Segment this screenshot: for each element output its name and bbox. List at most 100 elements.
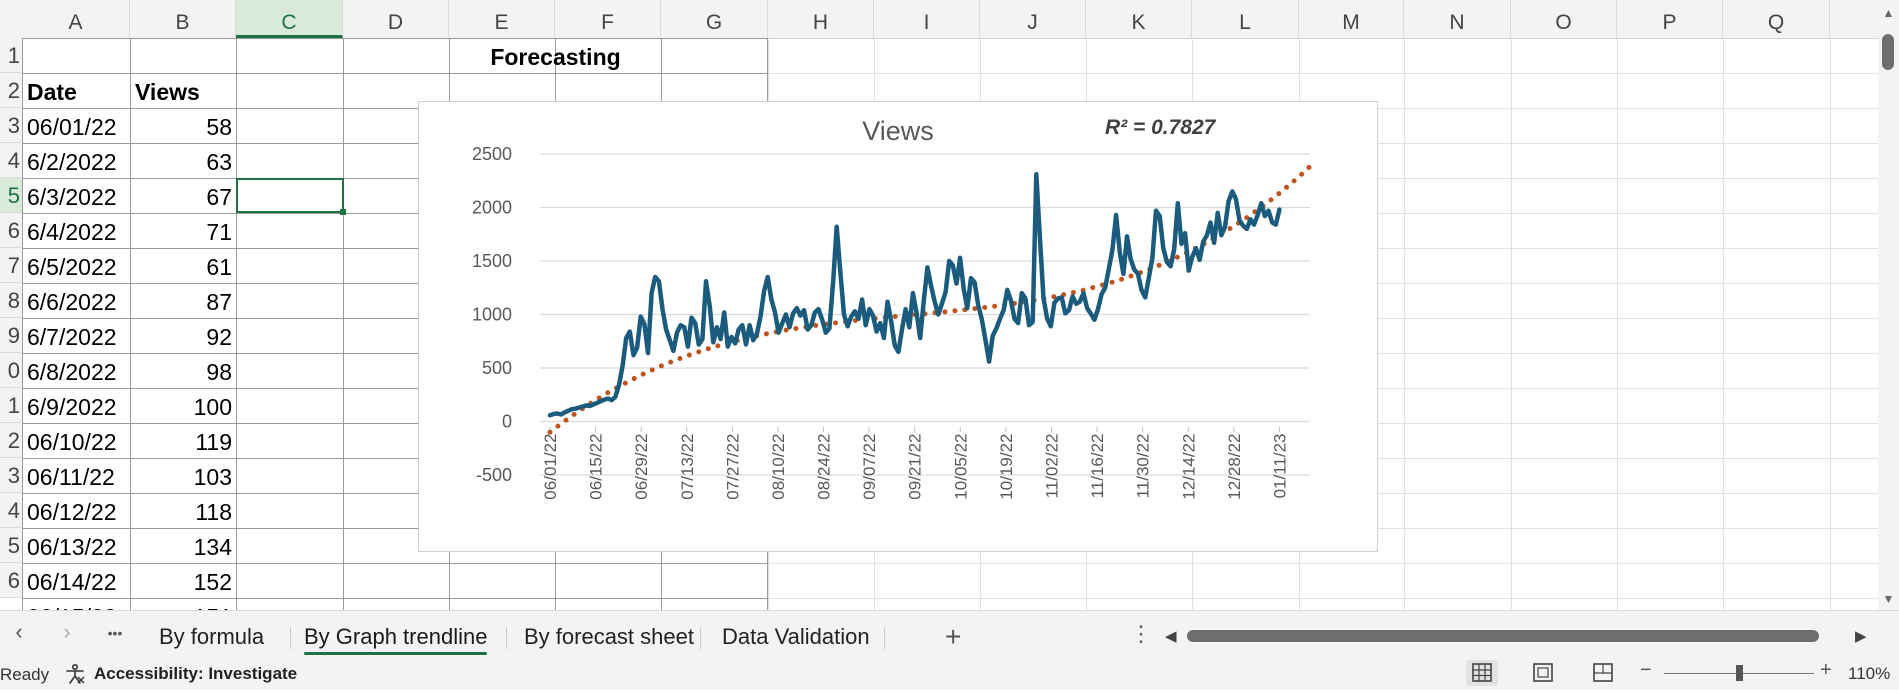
column-header-g[interactable]: G bbox=[661, 0, 768, 38]
column-header-p[interactable]: P bbox=[1617, 0, 1723, 38]
row-header[interactable]: 7 bbox=[0, 248, 22, 283]
active-cell-c5[interactable] bbox=[236, 178, 344, 213]
views-cell[interactable]: 151 bbox=[130, 598, 236, 610]
column-header-i[interactable]: I bbox=[874, 0, 980, 38]
row-header[interactable]: 4 bbox=[0, 143, 22, 178]
tab-by-forecast-sheet[interactable]: By forecast sheet bbox=[510, 619, 708, 655]
tab-separator bbox=[700, 627, 701, 649]
tab-by-formula[interactable]: By formula bbox=[145, 619, 278, 655]
views-cell[interactable]: 92 bbox=[206, 324, 232, 350]
row-header[interactable]: 3 bbox=[0, 458, 22, 493]
zoom-slider-handle[interactable] bbox=[1736, 665, 1743, 681]
column-header-o[interactable]: O bbox=[1511, 0, 1617, 38]
views-cell[interactable]: 71 bbox=[206, 219, 232, 245]
column-header-d[interactable]: D bbox=[343, 0, 449, 38]
views-cell[interactable]: 61 bbox=[206, 254, 232, 280]
row-header[interactable]: 8 bbox=[0, 283, 22, 318]
row-header[interactable]: 4 bbox=[0, 493, 22, 528]
add-sheet-icon[interactable]: + bbox=[945, 621, 962, 652]
date-cell[interactable]: 6/3/2022 bbox=[27, 184, 117, 210]
scroll-down-icon[interactable]: ▼ bbox=[1882, 592, 1895, 606]
table-border bbox=[236, 38, 237, 610]
row-header[interactable]: 1 bbox=[0, 388, 22, 423]
row-header[interactable]: 6 bbox=[0, 213, 22, 248]
row-header[interactable]: 6 bbox=[0, 563, 22, 598]
views-cell[interactable]: 119 bbox=[195, 429, 232, 455]
date-cell[interactable]: 6/9/2022 bbox=[27, 394, 117, 420]
column-header-j[interactable]: J bbox=[980, 0, 1086, 38]
row-header[interactable]: 2 bbox=[0, 423, 22, 458]
views-cell[interactable]: 58 bbox=[206, 114, 232, 140]
vertical-scroll-thumb[interactable] bbox=[1882, 34, 1894, 70]
tab-data-validation[interactable]: Data Validation bbox=[708, 619, 884, 655]
date-cell[interactable]: 6/2/2022 bbox=[27, 149, 117, 175]
header-views-cell[interactable]: Views bbox=[135, 79, 200, 105]
views-cell[interactable]: 134 bbox=[193, 534, 232, 560]
tab-options-icon[interactable]: ⋮ bbox=[1130, 621, 1152, 646]
fill-handle[interactable] bbox=[340, 209, 346, 215]
column-header-h[interactable]: H bbox=[768, 0, 874, 38]
row-header[interactable]: 9 bbox=[0, 318, 22, 353]
views-cell[interactable]: 152 bbox=[193, 569, 232, 595]
column-header-l[interactable]: L bbox=[1192, 0, 1299, 38]
zoom-in-button[interactable]: + bbox=[1820, 659, 1832, 681]
scroll-up-icon[interactable]: ▲ bbox=[1882, 6, 1895, 20]
horizontal-scrollbar[interactable]: ◀ ▶ bbox=[1165, 627, 1867, 645]
tab-by-graph-trendline[interactable]: By Graph trendline bbox=[290, 619, 501, 655]
zoom-out-button[interactable]: − bbox=[1640, 659, 1652, 681]
views-cell[interactable]: 103 bbox=[193, 464, 232, 490]
grid-line bbox=[22, 563, 1878, 564]
column-header-m[interactable]: M bbox=[1299, 0, 1404, 38]
x-tick-label: 11/30/22 bbox=[1134, 434, 1153, 499]
column-header-k[interactable]: K bbox=[1086, 0, 1192, 38]
date-cell[interactable]: 6/5/2022 bbox=[27, 254, 117, 280]
date-cell[interactable]: 6/7/2022 bbox=[27, 324, 117, 350]
column-header-n[interactable]: N bbox=[1404, 0, 1511, 38]
scroll-left-icon[interactable]: ◀ bbox=[1165, 628, 1177, 645]
date-cell[interactable]: 6/6/2022 bbox=[27, 289, 117, 315]
views-cell[interactable]: 87 bbox=[206, 289, 232, 315]
header-date-cell[interactable]: Date bbox=[27, 79, 77, 105]
views-cell[interactable]: 63 bbox=[206, 149, 232, 175]
row-header[interactable]: 0 bbox=[0, 353, 22, 388]
column-header-e[interactable]: E bbox=[449, 0, 555, 38]
date-cell[interactable]: 6/8/2022 bbox=[27, 359, 117, 385]
date-cell[interactable]: 06/13/22 bbox=[27, 534, 117, 560]
views-cell[interactable]: 100 bbox=[193, 394, 232, 420]
row-header[interactable]: 5 bbox=[0, 528, 22, 563]
prev-sheet-icon[interactable]: ‹ bbox=[15, 619, 23, 644]
more-sheets-icon[interactable]: ••• bbox=[107, 625, 123, 641]
column-header-a[interactable]: A bbox=[22, 0, 130, 38]
row-header[interactable]: 2 bbox=[0, 73, 22, 108]
date-cell[interactable]: 06/10/22 bbox=[27, 429, 117, 455]
date-cell[interactable]: 6/4/2022 bbox=[27, 219, 117, 245]
date-cell[interactable]: 06/01/22 bbox=[27, 114, 117, 140]
date-cell[interactable]: 06/15/22 bbox=[22, 598, 130, 610]
date-cell[interactable]: 06/12/22 bbox=[27, 499, 117, 525]
zoom-control: − + 110% bbox=[1640, 659, 1891, 686]
zoom-level[interactable]: 110% bbox=[1848, 664, 1891, 683]
views-chart[interactable]: 2500 2000 1500 1000 500 0 -500 Views R² = 0.7827… bbox=[418, 101, 1378, 552]
row-header[interactable]: 1 bbox=[0, 38, 22, 73]
vertical-scrollbar[interactable]: ▲ ▼ bbox=[1878, 0, 1899, 610]
next-sheet-icon[interactable]: › bbox=[63, 619, 71, 644]
table-border bbox=[343, 38, 344, 610]
page-layout-view-button[interactable] bbox=[1527, 660, 1559, 686]
date-cell[interactable]: 06/11/22 bbox=[27, 464, 115, 490]
row-header[interactable]: 3 bbox=[0, 108, 22, 143]
scroll-right-icon[interactable]: ▶ bbox=[1855, 628, 1867, 645]
forecasting-title-cell[interactable]: Forecasting bbox=[490, 44, 621, 70]
horizontal-scroll-thumb[interactable] bbox=[1187, 630, 1819, 642]
views-cell[interactable]: 98 bbox=[206, 359, 232, 385]
column-header-f[interactable]: F bbox=[555, 0, 661, 38]
column-header-q[interactable]: Q bbox=[1723, 0, 1830, 38]
normal-view-button[interactable] bbox=[1466, 660, 1498, 686]
date-cell[interactable]: 06/14/22 bbox=[27, 569, 117, 595]
views-cell[interactable]: 118 bbox=[195, 499, 232, 525]
page-break-view-button[interactable] bbox=[1587, 660, 1619, 686]
row-header[interactable]: 5 bbox=[0, 178, 22, 213]
tab-label: By forecast sheet bbox=[524, 624, 694, 649]
column-header-b[interactable]: B bbox=[130, 0, 236, 38]
views-cell[interactable]: 67 bbox=[206, 184, 232, 210]
column-header-c[interactable]: C bbox=[236, 0, 343, 38]
